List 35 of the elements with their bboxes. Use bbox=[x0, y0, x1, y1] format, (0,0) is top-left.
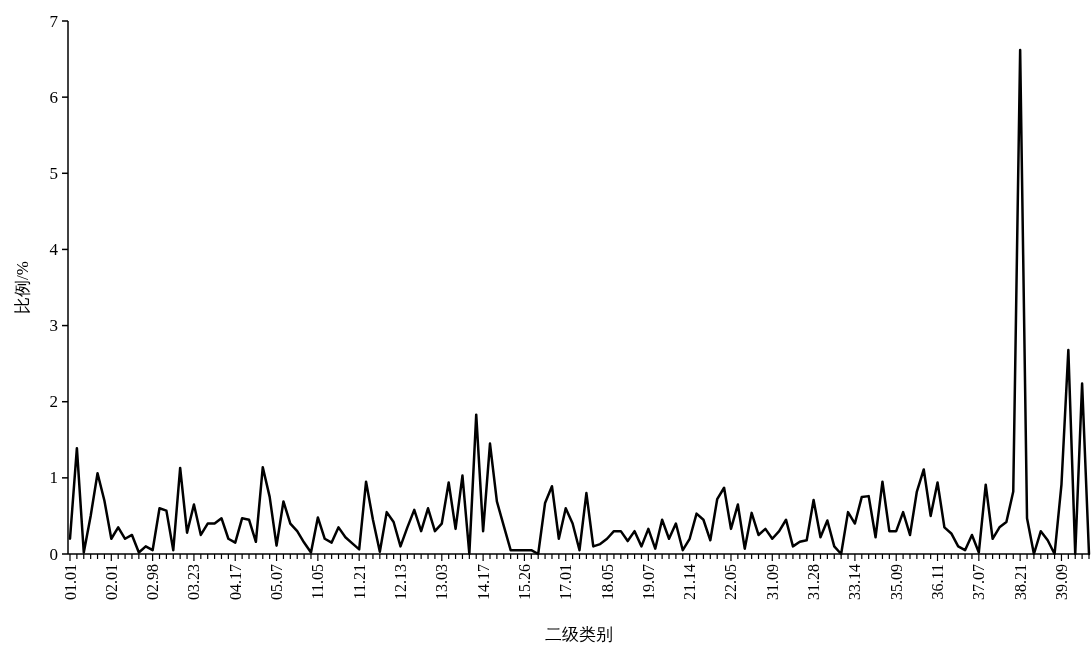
x-tick-label: 12.13 bbox=[391, 564, 409, 600]
x-tick-label: 15.26 bbox=[515, 564, 533, 600]
x-tick-label: 35.09 bbox=[887, 564, 905, 600]
y-tick-label: 5 bbox=[49, 163, 58, 183]
x-tick-label: 02.98 bbox=[144, 564, 162, 600]
x-tick-label: 02.01 bbox=[102, 564, 120, 600]
x-tick-label: 05.07 bbox=[268, 564, 286, 600]
x-tick-label: 31.28 bbox=[805, 564, 823, 600]
x-tick-label: 11.21 bbox=[350, 564, 368, 600]
x-tick-label: 38.21 bbox=[1011, 564, 1029, 600]
x-tick-label: 36.11 bbox=[929, 564, 947, 600]
y-tick-label: 2 bbox=[49, 392, 58, 412]
x-tick-label: 33.14 bbox=[846, 564, 864, 600]
x-tick-label: 22.05 bbox=[722, 564, 740, 600]
x-tick-label: 39.09 bbox=[1052, 564, 1070, 600]
x-axis-title: 二级类别 bbox=[544, 625, 613, 644]
y-tick-label: 1 bbox=[49, 468, 58, 488]
y-tick-label: 3 bbox=[49, 316, 58, 336]
y-axis-title: 比例/% bbox=[12, 261, 32, 314]
x-tick-label: 14.17 bbox=[474, 564, 492, 600]
x-tick-label: 18.05 bbox=[598, 564, 616, 600]
y-tick-label: 7 bbox=[49, 11, 59, 31]
x-tick-label: 04.17 bbox=[226, 564, 244, 600]
x-tick-label: 11.05 bbox=[309, 564, 327, 600]
x-tick-label: 13.03 bbox=[433, 564, 451, 600]
x-tick-label: 19.07 bbox=[639, 564, 657, 600]
y-tick-label: 6 bbox=[49, 87, 58, 107]
x-tick-label: 31.09 bbox=[763, 564, 781, 600]
x-tick-label: 17.01 bbox=[557, 564, 575, 600]
y-tick-label: 0 bbox=[49, 544, 58, 564]
x-tick-label: 37.07 bbox=[970, 564, 988, 600]
x-tick-label: 21.14 bbox=[681, 564, 699, 600]
y-tick-label: 4 bbox=[49, 239, 59, 259]
x-tick-label: 01.01 bbox=[61, 564, 79, 600]
x-tick-label: 03.23 bbox=[185, 564, 203, 600]
